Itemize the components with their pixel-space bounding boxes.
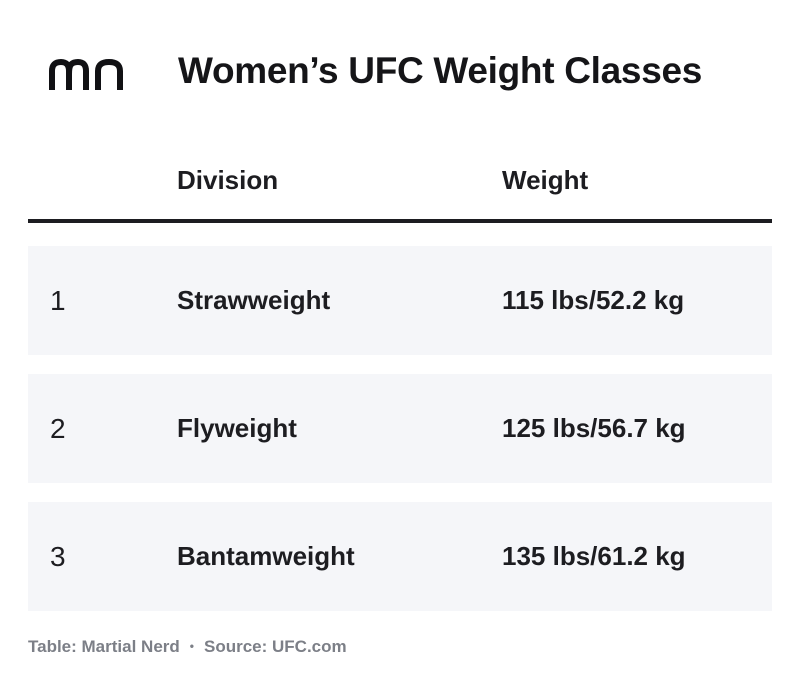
row-number: 1	[50, 285, 66, 316]
martial-nerd-logo	[48, 54, 138, 94]
page-title: Women’s UFC Weight Classes	[178, 50, 703, 91]
table-footer: Table: Martial Nerd • Source: UFC.com	[28, 637, 347, 657]
row-number: 3	[50, 541, 66, 572]
table-row: 3 Bantamweight 135 lbs/61.2 kg	[28, 502, 772, 611]
header-divider	[28, 219, 772, 223]
weight-cell: 125 lbs/56.7 kg	[502, 413, 686, 443]
mn-logo-icon	[49, 59, 123, 90]
column-header-weight: Weight	[502, 165, 589, 195]
table-credit: Table: Martial Nerd	[28, 637, 180, 656]
weight-class-table: 1 Strawweight 115 lbs/52.2 kg 2 Flyweigh…	[28, 246, 772, 611]
separator-dot: •	[189, 639, 194, 653]
weight-cell: 135 lbs/61.2 kg	[502, 541, 686, 571]
row-number: 2	[50, 413, 66, 444]
division-cell: Strawweight	[177, 285, 331, 315]
division-cell: Flyweight	[177, 413, 297, 443]
column-header-division: Division	[177, 165, 279, 195]
table-row: 2 Flyweight 125 lbs/56.7 kg	[28, 374, 772, 483]
division-cell: Bantamweight	[177, 541, 355, 571]
source-credit: Source: UFC.com	[203, 637, 347, 656]
weight-cell: 115 lbs/52.2 kg	[502, 285, 685, 315]
table-row: 1 Strawweight 115 lbs/52.2 kg	[28, 246, 772, 355]
